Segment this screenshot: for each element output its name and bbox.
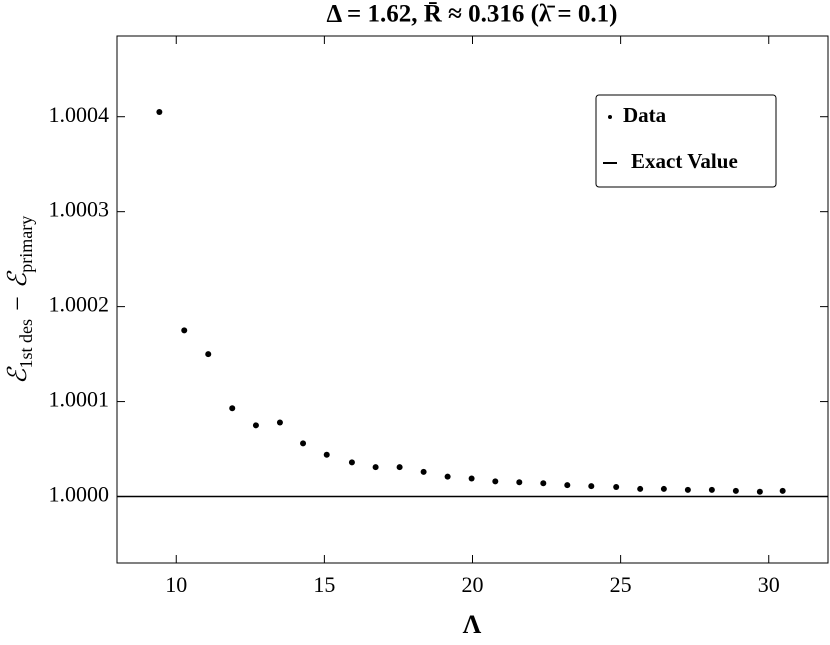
data-point <box>229 405 236 412</box>
data-point <box>444 473 451 480</box>
data-point <box>564 482 571 489</box>
data-point <box>276 419 283 426</box>
data-point <box>156 108 163 115</box>
data-point <box>588 483 595 490</box>
legend-label: Exact Value <box>631 149 738 173</box>
y-label-part: − ℰ <box>3 270 32 319</box>
legend-box <box>595 94 777 188</box>
data-point <box>779 487 786 494</box>
data-point <box>660 485 667 492</box>
y-label-sub: primary <box>16 216 36 273</box>
y-tick-label: 1.0000 <box>49 482 110 507</box>
data-point <box>492 478 499 485</box>
data-point <box>468 475 475 482</box>
data-point <box>252 422 259 429</box>
legend-marker <box>608 115 612 119</box>
data-point <box>420 468 427 475</box>
x-tick-label: 30 <box>758 572 780 597</box>
y-label-part: ℰ <box>3 366 32 384</box>
data-point <box>181 327 188 334</box>
data-point <box>348 459 355 466</box>
legend-label: Data <box>623 103 667 127</box>
x-tick-label: 25 <box>610 572 632 597</box>
y-axis-label: ℰ1st des − ℰprimary <box>3 216 36 385</box>
y-tick-label: 1.0002 <box>49 292 110 317</box>
data-point <box>205 351 212 358</box>
y-label-sub: 1st des <box>16 319 36 369</box>
chart-title: Δ = 1.62, R̄ ≈ 0.316 (λ̄ = 0.1) <box>327 1 618 28</box>
data-point <box>516 479 523 486</box>
data-point <box>684 486 691 493</box>
y-tick-label: 1.0003 <box>49 197 110 222</box>
data-point <box>323 451 330 458</box>
data-point <box>300 440 307 447</box>
data-point <box>372 464 379 471</box>
x-axis-label: Λ <box>463 610 482 639</box>
data-point <box>540 480 547 487</box>
data-point <box>732 487 739 494</box>
data-point <box>756 488 763 495</box>
y-tick-label: 1.0004 <box>49 102 110 127</box>
x-tick-label: 10 <box>165 572 187 597</box>
data-point <box>613 484 620 491</box>
data-point <box>637 485 644 492</box>
x-tick-label: 15 <box>313 572 335 597</box>
x-tick-label: 20 <box>462 572 484 597</box>
data-point <box>708 486 715 493</box>
data-point <box>396 464 403 471</box>
y-tick-label: 1.0001 <box>49 387 110 412</box>
